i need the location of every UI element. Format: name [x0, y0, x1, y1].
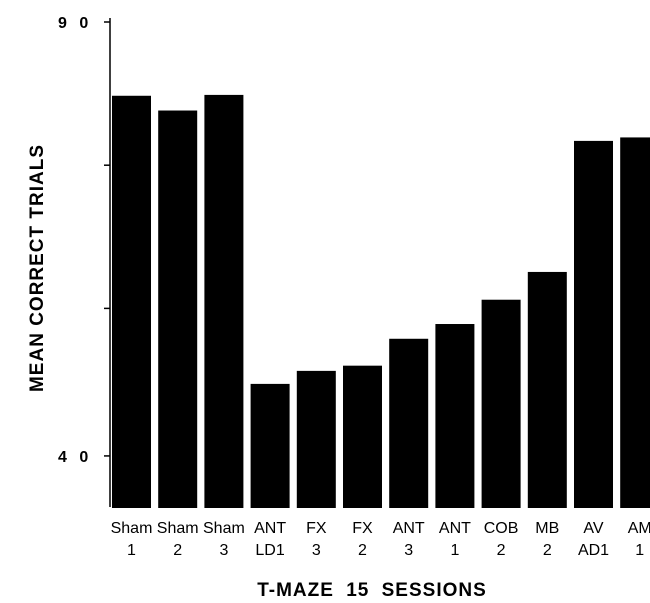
x-tick-label: 1 — [127, 542, 136, 559]
bar — [112, 95, 151, 509]
bar — [481, 299, 521, 508]
x-tick-label: Sham — [203, 520, 245, 537]
x-tick-label: COB — [484, 520, 519, 537]
x-tick-label: 3 — [404, 542, 413, 559]
bar — [527, 271, 567, 508]
x-tick-label: 2 — [497, 542, 506, 559]
bars — [112, 94, 650, 509]
x-tick-label: ANT — [393, 520, 425, 537]
bar — [574, 140, 613, 508]
x-tick-label: LD1 — [255, 542, 284, 559]
x-tick-label: ANT — [439, 520, 471, 537]
x-tick-label: Sham — [157, 520, 199, 537]
x-axis-label: T-MAZE 15 SESSIONS — [257, 580, 487, 601]
bar — [296, 370, 336, 508]
x-tick-label: 3 — [312, 542, 321, 559]
bar — [435, 324, 475, 508]
bar — [620, 137, 650, 509]
x-tick-label: AM — [628, 520, 650, 537]
y-tick-label: 9 0 — [58, 15, 92, 32]
x-tick-label: 2 — [358, 542, 367, 559]
bar — [250, 383, 290, 508]
bar — [204, 94, 244, 509]
y-ticks: 9 0 4 0 — [58, 15, 110, 466]
x-tick-label: AD1 — [578, 542, 609, 559]
bar — [343, 365, 382, 508]
y-tick-label: 4 0 — [58, 449, 92, 466]
x-tick-label: FX — [352, 520, 373, 537]
x-tick-label: FX — [306, 520, 327, 537]
bar — [158, 110, 198, 509]
x-tick-label: 1 — [635, 542, 644, 559]
y-axis-label: MEAN CORRECT TRIALS — [27, 144, 48, 392]
x-tick-label: MB — [535, 520, 559, 537]
x-tick-label: 1 — [450, 542, 459, 559]
x-tick-label: 2 — [173, 542, 182, 559]
x-tick-label: AV — [583, 520, 603, 537]
x-tick-label: 2 — [543, 542, 552, 559]
x-tick-label: 3 — [219, 542, 228, 559]
x-tick-labels: Sham 1 Sham 2 Sham 3 ANT LD1 FX 3 FX 2 ANT 3 ANT 1 COB 2 M… — [111, 520, 650, 559]
bar — [389, 338, 429, 508]
x-tick-label: Sham — [111, 520, 153, 537]
x-tick-label: ANT — [254, 520, 286, 537]
